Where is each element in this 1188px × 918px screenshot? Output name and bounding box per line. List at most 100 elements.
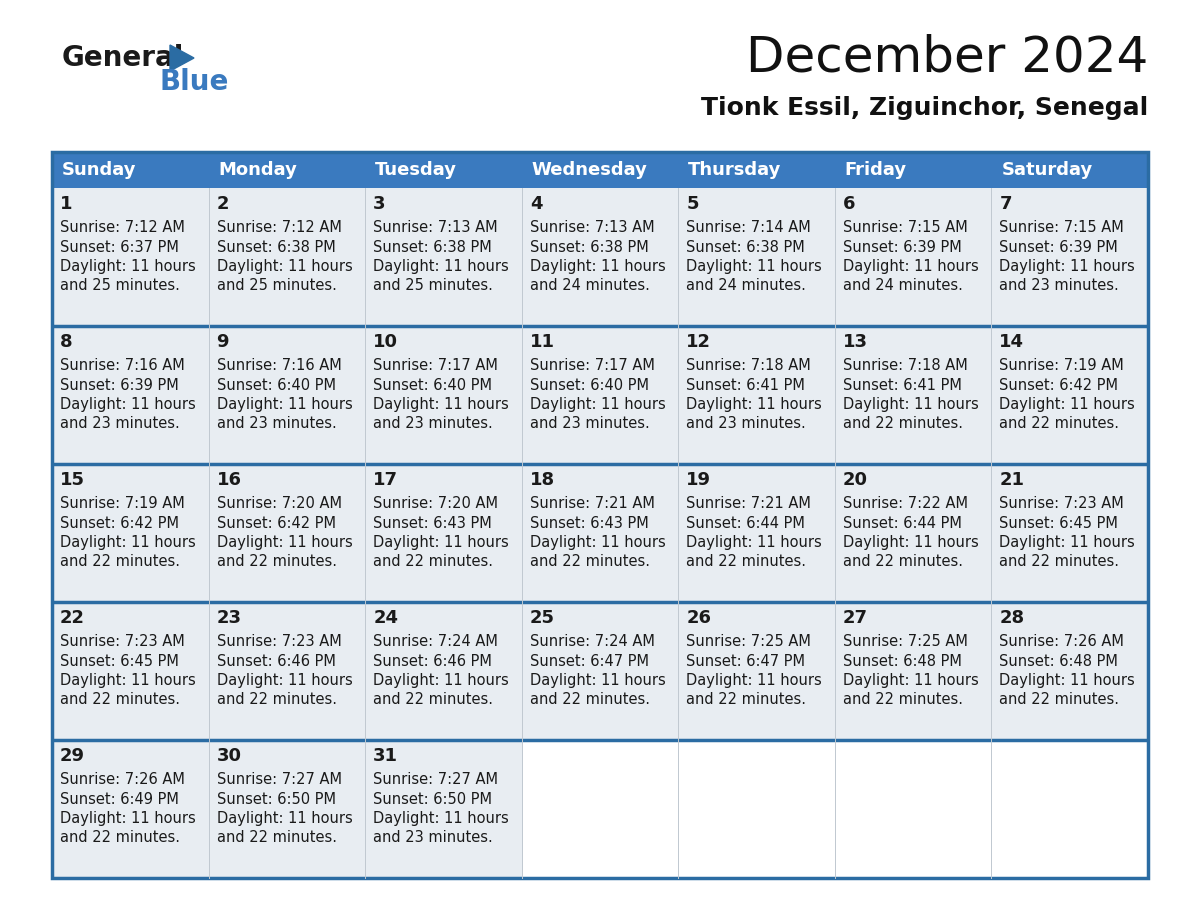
Text: Sunset: 6:41 PM: Sunset: 6:41 PM: [842, 377, 962, 393]
Text: and 23 minutes.: and 23 minutes.: [373, 830, 493, 845]
Text: Tionk Essil, Ziguinchor, Senegal: Tionk Essil, Ziguinchor, Senegal: [701, 96, 1148, 120]
Text: and 23 minutes.: and 23 minutes.: [999, 277, 1119, 293]
Text: Sunrise: 7:19 AM: Sunrise: 7:19 AM: [999, 359, 1124, 374]
Text: Sunset: 6:38 PM: Sunset: 6:38 PM: [373, 240, 492, 254]
Text: 28: 28: [999, 609, 1024, 627]
Text: and 22 minutes.: and 22 minutes.: [842, 691, 962, 707]
Text: Daylight: 11 hours: Daylight: 11 hours: [842, 534, 979, 550]
Text: and 22 minutes.: and 22 minutes.: [999, 554, 1119, 568]
Text: Sunrise: 7:12 AM: Sunrise: 7:12 AM: [61, 220, 185, 236]
Text: Sunrise: 7:19 AM: Sunrise: 7:19 AM: [61, 497, 185, 511]
Text: and 22 minutes.: and 22 minutes.: [373, 554, 493, 568]
Text: and 24 minutes.: and 24 minutes.: [842, 277, 962, 293]
Text: Blue: Blue: [159, 68, 228, 96]
Text: Wednesday: Wednesday: [532, 161, 647, 179]
Text: Sunset: 6:39 PM: Sunset: 6:39 PM: [842, 240, 961, 254]
Text: Daylight: 11 hours: Daylight: 11 hours: [216, 811, 353, 825]
Text: Daylight: 11 hours: Daylight: 11 hours: [687, 534, 822, 550]
Text: and 22 minutes.: and 22 minutes.: [216, 554, 336, 568]
Text: Sunset: 6:42 PM: Sunset: 6:42 PM: [61, 516, 179, 531]
Text: Sunrise: 7:23 AM: Sunrise: 7:23 AM: [61, 634, 185, 650]
Text: Sunset: 6:42 PM: Sunset: 6:42 PM: [216, 516, 335, 531]
Bar: [52, 152, 1148, 878]
Text: 9: 9: [216, 333, 229, 351]
Text: Sunset: 6:38 PM: Sunset: 6:38 PM: [687, 240, 805, 254]
Bar: [52, 152, 1148, 188]
Text: Daylight: 11 hours: Daylight: 11 hours: [530, 397, 665, 411]
Text: Sunset: 6:47 PM: Sunset: 6:47 PM: [530, 654, 649, 668]
Text: Daylight: 11 hours: Daylight: 11 hours: [61, 397, 196, 411]
Text: Daylight: 11 hours: Daylight: 11 hours: [999, 397, 1136, 411]
Text: Sunset: 6:37 PM: Sunset: 6:37 PM: [61, 240, 179, 254]
Text: Sunset: 6:43 PM: Sunset: 6:43 PM: [530, 516, 649, 531]
Text: Sunrise: 7:17 AM: Sunrise: 7:17 AM: [530, 359, 655, 374]
Text: Sunset: 6:39 PM: Sunset: 6:39 PM: [61, 377, 178, 393]
Text: Sunset: 6:40 PM: Sunset: 6:40 PM: [216, 377, 335, 393]
Text: and 22 minutes.: and 22 minutes.: [216, 830, 336, 845]
Text: Sunset: 6:50 PM: Sunset: 6:50 PM: [216, 791, 335, 807]
Text: Monday: Monday: [219, 161, 297, 179]
Text: and 23 minutes.: and 23 minutes.: [373, 416, 493, 431]
Text: and 22 minutes.: and 22 minutes.: [530, 691, 650, 707]
Text: Friday: Friday: [845, 161, 906, 179]
Text: and 22 minutes.: and 22 minutes.: [842, 554, 962, 568]
Text: 22: 22: [61, 609, 86, 627]
Polygon shape: [170, 45, 194, 71]
Text: 7: 7: [999, 195, 1012, 213]
Text: Daylight: 11 hours: Daylight: 11 hours: [216, 673, 353, 688]
Bar: [522, 740, 678, 878]
Text: Sunrise: 7:16 AM: Sunrise: 7:16 AM: [216, 359, 341, 374]
Text: 8: 8: [61, 333, 72, 351]
Text: Sunrise: 7:24 AM: Sunrise: 7:24 AM: [530, 634, 655, 650]
Text: Daylight: 11 hours: Daylight: 11 hours: [530, 259, 665, 274]
Text: Sunset: 6:38 PM: Sunset: 6:38 PM: [530, 240, 649, 254]
Text: Sunrise: 7:26 AM: Sunrise: 7:26 AM: [61, 773, 185, 788]
Text: Sunrise: 7:27 AM: Sunrise: 7:27 AM: [216, 773, 342, 788]
Text: Daylight: 11 hours: Daylight: 11 hours: [530, 534, 665, 550]
Text: 15: 15: [61, 471, 86, 489]
Text: Daylight: 11 hours: Daylight: 11 hours: [373, 534, 508, 550]
Text: 23: 23: [216, 609, 241, 627]
Text: 2: 2: [216, 195, 229, 213]
Text: Sunrise: 7:17 AM: Sunrise: 7:17 AM: [373, 359, 498, 374]
Text: 29: 29: [61, 747, 86, 765]
Text: and 25 minutes.: and 25 minutes.: [373, 277, 493, 293]
Text: and 24 minutes.: and 24 minutes.: [530, 277, 650, 293]
Text: and 22 minutes.: and 22 minutes.: [842, 416, 962, 431]
Text: 5: 5: [687, 195, 699, 213]
Text: 11: 11: [530, 333, 555, 351]
Text: December 2024: December 2024: [746, 34, 1148, 82]
Text: Sunrise: 7:15 AM: Sunrise: 7:15 AM: [842, 220, 967, 236]
Text: Sunset: 6:46 PM: Sunset: 6:46 PM: [373, 654, 492, 668]
Text: Sunset: 6:44 PM: Sunset: 6:44 PM: [842, 516, 962, 531]
Text: Sunset: 6:49 PM: Sunset: 6:49 PM: [61, 791, 179, 807]
Text: and 23 minutes.: and 23 minutes.: [530, 416, 650, 431]
Text: Daylight: 11 hours: Daylight: 11 hours: [373, 673, 508, 688]
Text: Sunrise: 7:22 AM: Sunrise: 7:22 AM: [842, 497, 968, 511]
Text: Sunset: 6:40 PM: Sunset: 6:40 PM: [530, 377, 649, 393]
Text: Sunrise: 7:13 AM: Sunrise: 7:13 AM: [530, 220, 655, 236]
Bar: [835, 740, 992, 878]
Text: Saturday: Saturday: [1001, 161, 1093, 179]
Text: 19: 19: [687, 471, 712, 489]
Text: and 22 minutes.: and 22 minutes.: [530, 554, 650, 568]
Text: 6: 6: [842, 195, 855, 213]
Text: Daylight: 11 hours: Daylight: 11 hours: [842, 259, 979, 274]
Text: Sunset: 6:43 PM: Sunset: 6:43 PM: [373, 516, 492, 531]
Text: 21: 21: [999, 471, 1024, 489]
Text: Sunset: 6:42 PM: Sunset: 6:42 PM: [999, 377, 1118, 393]
Bar: [992, 740, 1148, 878]
Text: 12: 12: [687, 333, 712, 351]
Text: Daylight: 11 hours: Daylight: 11 hours: [61, 534, 196, 550]
Text: Daylight: 11 hours: Daylight: 11 hours: [687, 397, 822, 411]
Text: Sunset: 6:46 PM: Sunset: 6:46 PM: [216, 654, 335, 668]
Text: 17: 17: [373, 471, 398, 489]
Text: and 25 minutes.: and 25 minutes.: [216, 277, 336, 293]
Text: Sunrise: 7:25 AM: Sunrise: 7:25 AM: [687, 634, 811, 650]
Text: Sunset: 6:50 PM: Sunset: 6:50 PM: [373, 791, 492, 807]
Text: Daylight: 11 hours: Daylight: 11 hours: [373, 811, 508, 825]
Text: General: General: [62, 44, 184, 72]
Text: 30: 30: [216, 747, 241, 765]
Text: Sunset: 6:47 PM: Sunset: 6:47 PM: [687, 654, 805, 668]
Text: Daylight: 11 hours: Daylight: 11 hours: [216, 534, 353, 550]
